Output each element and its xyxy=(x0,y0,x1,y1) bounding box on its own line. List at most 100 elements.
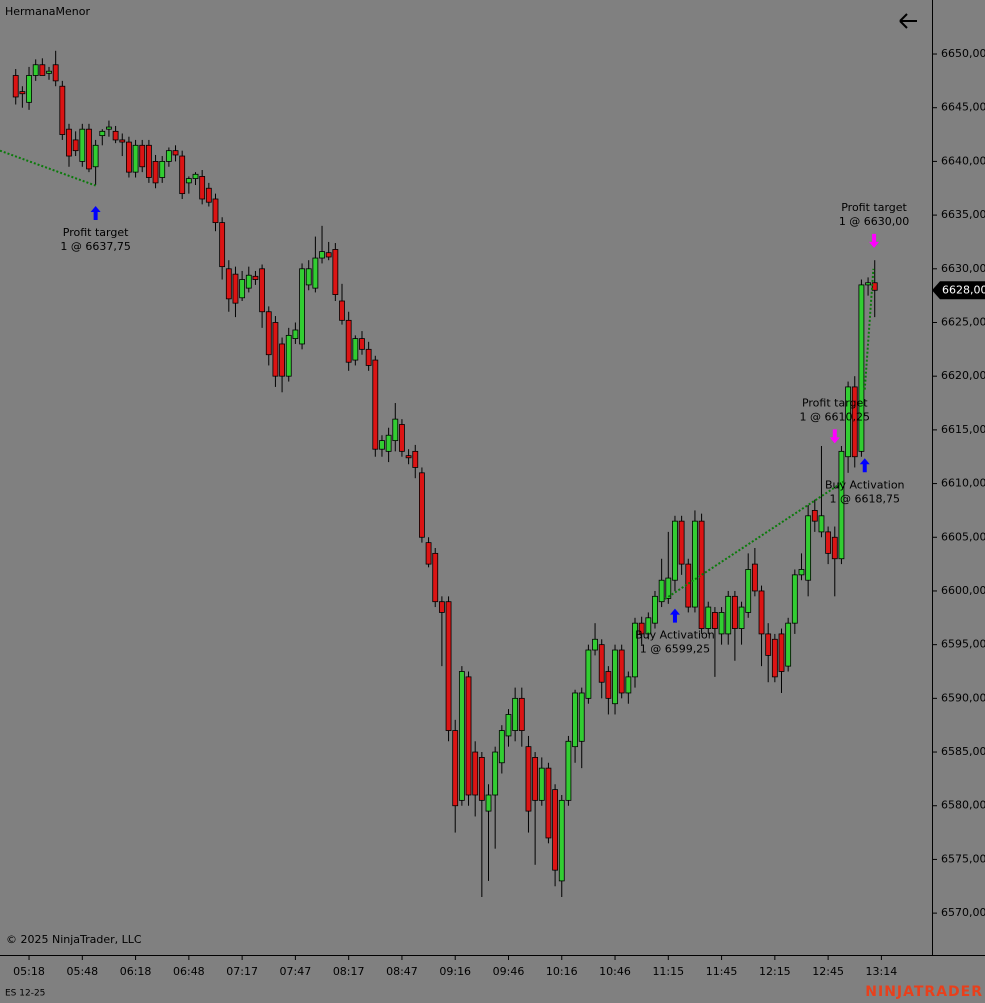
candle-body xyxy=(312,257,319,289)
annotation-label: Profit target xyxy=(802,396,868,409)
candle-body xyxy=(778,633,785,672)
candle-body xyxy=(152,161,159,184)
y-tick-label: 6650,00 xyxy=(941,47,985,60)
y-tick-label: 6625,00 xyxy=(941,315,985,328)
y-tick-label: 6595,00 xyxy=(941,638,985,651)
candle-body xyxy=(758,590,765,635)
candle-body xyxy=(39,64,46,76)
candle-body xyxy=(712,612,718,629)
candle-body xyxy=(185,178,192,184)
candle-body xyxy=(19,91,26,95)
candle-body xyxy=(625,676,632,694)
back-button[interactable] xyxy=(899,13,917,29)
candle-body xyxy=(578,692,585,742)
candle-body xyxy=(645,617,652,635)
y-tick-label: 6640,00 xyxy=(941,154,985,167)
annotation-label: Profit target xyxy=(63,226,129,239)
candle-body xyxy=(452,730,459,807)
candle-body xyxy=(405,455,412,459)
candle-body xyxy=(765,633,772,656)
candle-body xyxy=(272,322,279,377)
candle-body xyxy=(678,520,685,565)
y-tick-label: 6580,00 xyxy=(941,799,985,812)
candle-body xyxy=(558,799,565,882)
y-tick-label: 6590,00 xyxy=(941,691,985,704)
candle-body xyxy=(545,767,552,839)
candle-body xyxy=(192,173,199,179)
candle-body xyxy=(798,569,805,576)
candle-body xyxy=(212,198,219,224)
candle-body xyxy=(365,348,372,366)
candle-body xyxy=(66,128,72,157)
annotation-label: Buy Activation xyxy=(635,629,715,642)
candle-body xyxy=(12,75,19,98)
candle-body xyxy=(805,515,812,581)
candle-body xyxy=(52,64,59,82)
candle-body xyxy=(478,757,485,801)
candle-body xyxy=(811,510,818,522)
y-tick-label: 6630,00 xyxy=(941,262,985,275)
annotation-detail: 1 @ 6599,25 xyxy=(640,643,710,656)
candle-body xyxy=(445,601,452,731)
candle-body xyxy=(492,751,499,796)
instance-name: HermanaMenor xyxy=(5,5,90,18)
x-tick-label: 11:15 xyxy=(652,965,684,978)
y-tick-label: 6615,00 xyxy=(941,423,985,436)
annotation-detail: 1 @ 6630,00 xyxy=(839,215,909,228)
last-price-tag xyxy=(932,281,985,300)
y-tick-label: 6605,00 xyxy=(941,530,985,543)
y-tick-label: 6585,00 xyxy=(941,745,985,758)
x-tick-label: 10:16 xyxy=(546,965,578,978)
candle-body xyxy=(379,440,385,450)
x-tick-label: 11:45 xyxy=(706,965,738,978)
candle-body xyxy=(139,144,146,168)
candle-body xyxy=(731,595,738,629)
candle-body xyxy=(412,450,419,468)
candle-body xyxy=(126,141,132,173)
candle-body xyxy=(638,622,645,635)
brand-logo: NINJATRADER xyxy=(865,984,983,1000)
candle-body xyxy=(785,622,792,667)
candle-body xyxy=(285,334,292,377)
candle-body xyxy=(26,75,32,103)
candle-body xyxy=(532,757,539,801)
candle-body xyxy=(325,252,332,258)
candle-body xyxy=(265,311,272,356)
candle-body xyxy=(505,714,512,737)
candle-body xyxy=(299,268,305,345)
candle-body xyxy=(485,794,492,812)
candle-body xyxy=(119,139,126,143)
last-price-label: 6628,00 xyxy=(942,283,985,296)
candle-body xyxy=(179,155,186,195)
trade-arrow xyxy=(859,458,870,473)
x-tick-label: 05:18 xyxy=(13,965,45,978)
candle-body xyxy=(818,515,825,533)
candle-body xyxy=(159,161,166,178)
candle-body xyxy=(252,275,259,280)
candle-body xyxy=(438,601,445,613)
trade-arrow xyxy=(869,233,880,248)
x-tick-label: 06:48 xyxy=(173,965,205,978)
trade-line xyxy=(863,268,875,390)
candle-body xyxy=(692,520,698,608)
candle-body xyxy=(518,697,525,731)
candle-body xyxy=(392,418,399,442)
candle-body xyxy=(292,329,299,339)
candle-body xyxy=(339,300,345,321)
candle-body xyxy=(245,274,252,289)
candle-body xyxy=(385,434,392,452)
candle-body xyxy=(605,671,612,699)
candle-body xyxy=(319,251,325,259)
candle-body xyxy=(99,130,106,137)
candle-body xyxy=(32,64,39,76)
annotation-label: Buy Activation xyxy=(825,478,905,491)
candle-body xyxy=(845,386,851,458)
candle-body xyxy=(145,144,152,178)
candle-body xyxy=(865,282,871,286)
x-tick-label: 07:47 xyxy=(280,965,312,978)
candle-body xyxy=(525,746,532,812)
candle-body xyxy=(652,595,658,624)
candle-body xyxy=(498,730,505,764)
